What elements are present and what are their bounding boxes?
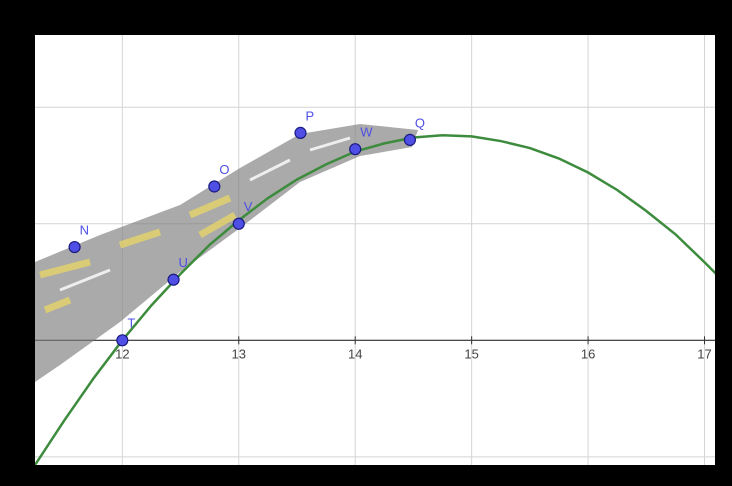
point: [295, 127, 306, 138]
x-tick-label: 15: [464, 347, 478, 362]
page: 121314151617NOPQTUVW (() => { const data…: [0, 0, 732, 486]
point: [350, 144, 361, 155]
point: [69, 242, 80, 253]
x-tick-label: 17: [697, 347, 711, 362]
point-label: U: [179, 255, 188, 270]
point-label: T: [127, 316, 135, 331]
x-tick-label: 16: [581, 347, 595, 362]
point-label: P: [305, 108, 314, 123]
point-label: V: [244, 199, 253, 214]
point: [209, 181, 220, 192]
x-tick-label: 14: [348, 347, 362, 362]
x-tick-label: 13: [232, 347, 246, 362]
point: [168, 274, 179, 285]
x-tick-label: 12: [115, 347, 129, 362]
chart: 12 13 14 15 16 17 N O P Q T U V W: [0, 0, 732, 486]
point: [117, 335, 128, 346]
point: [404, 134, 415, 145]
point-label: N: [80, 223, 89, 238]
point: [233, 218, 244, 229]
point-label: Q: [415, 115, 425, 130]
point-label: W: [360, 125, 373, 140]
point-label: O: [219, 162, 229, 177]
